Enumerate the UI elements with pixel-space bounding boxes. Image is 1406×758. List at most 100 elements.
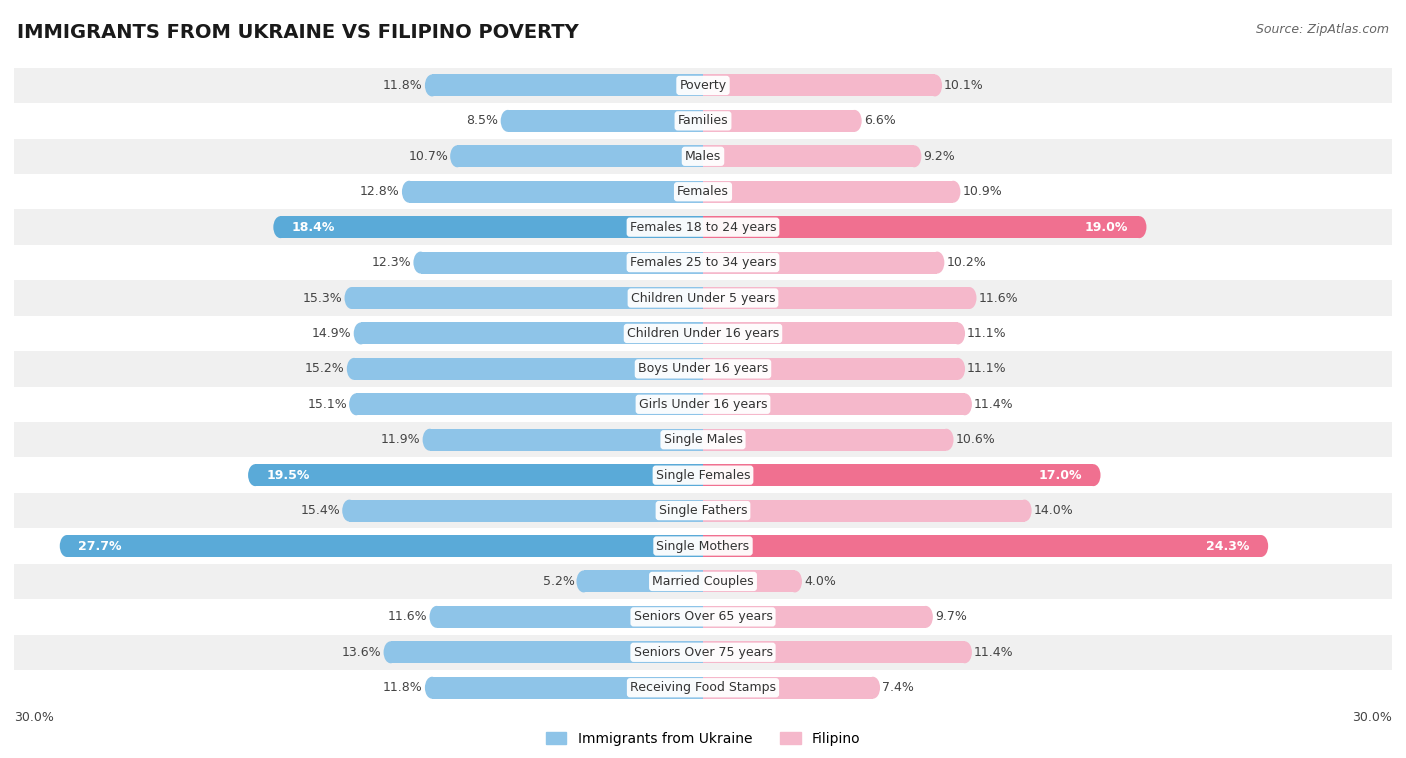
Bar	[583, 571, 703, 593]
Circle shape	[1087, 464, 1101, 486]
Bar	[256, 464, 703, 486]
Text: 5.2%: 5.2%	[543, 575, 575, 588]
Text: 11.4%: 11.4%	[974, 398, 1014, 411]
Bar	[391, 641, 703, 663]
Bar	[432, 74, 703, 96]
Circle shape	[1018, 500, 1032, 522]
Text: Families: Families	[678, 114, 728, 127]
Bar	[14, 316, 1392, 351]
Text: 15.2%: 15.2%	[305, 362, 344, 375]
Text: 19.5%: 19.5%	[267, 468, 311, 481]
Text: 11.6%: 11.6%	[979, 292, 1018, 305]
Circle shape	[344, 287, 359, 309]
Circle shape	[450, 146, 464, 168]
Bar	[508, 110, 703, 132]
Circle shape	[347, 358, 361, 380]
Bar	[703, 464, 1094, 486]
Text: Seniors Over 65 years: Seniors Over 65 years	[634, 610, 772, 623]
Text: Females 18 to 24 years: Females 18 to 24 years	[630, 221, 776, 233]
Bar	[703, 110, 855, 132]
Text: 24.3%: 24.3%	[1206, 540, 1250, 553]
Bar	[703, 358, 957, 380]
Bar	[703, 535, 1261, 557]
Text: 15.3%: 15.3%	[302, 292, 343, 305]
Text: 30.0%: 30.0%	[14, 711, 53, 724]
Text: 9.2%: 9.2%	[924, 150, 955, 163]
Circle shape	[425, 74, 439, 96]
Bar	[420, 252, 703, 274]
Text: Males: Males	[685, 150, 721, 163]
Text: 14.0%: 14.0%	[1033, 504, 1073, 517]
Text: 8.5%: 8.5%	[467, 114, 499, 127]
Text: Single Fathers: Single Fathers	[659, 504, 747, 517]
Bar	[14, 670, 1392, 706]
Text: 11.9%: 11.9%	[381, 434, 420, 446]
Bar	[356, 393, 703, 415]
Bar	[14, 493, 1392, 528]
Bar	[14, 67, 1392, 103]
Bar	[14, 103, 1392, 139]
Text: 11.1%: 11.1%	[967, 327, 1007, 340]
Bar	[349, 500, 703, 522]
Text: 10.7%: 10.7%	[408, 150, 449, 163]
Bar	[14, 280, 1392, 316]
Bar	[14, 209, 1392, 245]
Text: Girls Under 16 years: Girls Under 16 years	[638, 398, 768, 411]
Bar	[703, 74, 935, 96]
Circle shape	[1132, 216, 1146, 238]
Text: 11.8%: 11.8%	[382, 681, 423, 694]
Text: Females: Females	[678, 185, 728, 199]
Bar	[14, 599, 1392, 634]
Text: 7.4%: 7.4%	[882, 681, 914, 694]
Circle shape	[962, 287, 977, 309]
Bar	[703, 252, 938, 274]
Bar	[703, 216, 1139, 238]
Circle shape	[423, 429, 437, 451]
Text: 10.6%: 10.6%	[956, 434, 995, 446]
Text: Source: ZipAtlas.com: Source: ZipAtlas.com	[1256, 23, 1389, 36]
Bar	[703, 287, 969, 309]
Text: Receiving Food Stamps: Receiving Food Stamps	[630, 681, 776, 694]
Bar	[703, 322, 957, 344]
Bar	[703, 146, 914, 168]
Circle shape	[576, 571, 591, 593]
Text: 11.8%: 11.8%	[382, 79, 423, 92]
Circle shape	[866, 677, 880, 699]
Text: Females 25 to 34 years: Females 25 to 34 years	[630, 256, 776, 269]
Text: 10.1%: 10.1%	[945, 79, 984, 92]
Bar	[703, 429, 946, 451]
Bar	[703, 606, 925, 628]
Text: 13.6%: 13.6%	[342, 646, 381, 659]
Text: 15.1%: 15.1%	[308, 398, 347, 411]
Circle shape	[848, 110, 862, 132]
Circle shape	[60, 535, 75, 557]
Bar	[409, 180, 703, 202]
Bar	[703, 641, 965, 663]
Bar	[703, 677, 873, 699]
Text: Poverty: Poverty	[679, 79, 727, 92]
Circle shape	[342, 500, 357, 522]
Circle shape	[787, 571, 801, 593]
Circle shape	[429, 606, 444, 628]
Circle shape	[907, 146, 921, 168]
Bar	[361, 322, 703, 344]
Bar	[432, 677, 703, 699]
Circle shape	[950, 358, 965, 380]
Bar	[457, 146, 703, 168]
Text: 11.1%: 11.1%	[967, 362, 1007, 375]
Text: Children Under 5 years: Children Under 5 years	[631, 292, 775, 305]
Circle shape	[957, 393, 972, 415]
Text: Single Males: Single Males	[664, 434, 742, 446]
Bar	[14, 351, 1392, 387]
Legend: Immigrants from Ukraine, Filipino: Immigrants from Ukraine, Filipino	[540, 726, 866, 751]
Bar	[280, 216, 703, 238]
Circle shape	[354, 322, 368, 344]
Circle shape	[950, 322, 965, 344]
Bar	[437, 606, 703, 628]
Bar	[14, 422, 1392, 457]
Bar	[14, 174, 1392, 209]
Text: 11.4%: 11.4%	[974, 646, 1014, 659]
Text: 12.8%: 12.8%	[360, 185, 399, 199]
Circle shape	[501, 110, 515, 132]
Bar	[703, 393, 965, 415]
